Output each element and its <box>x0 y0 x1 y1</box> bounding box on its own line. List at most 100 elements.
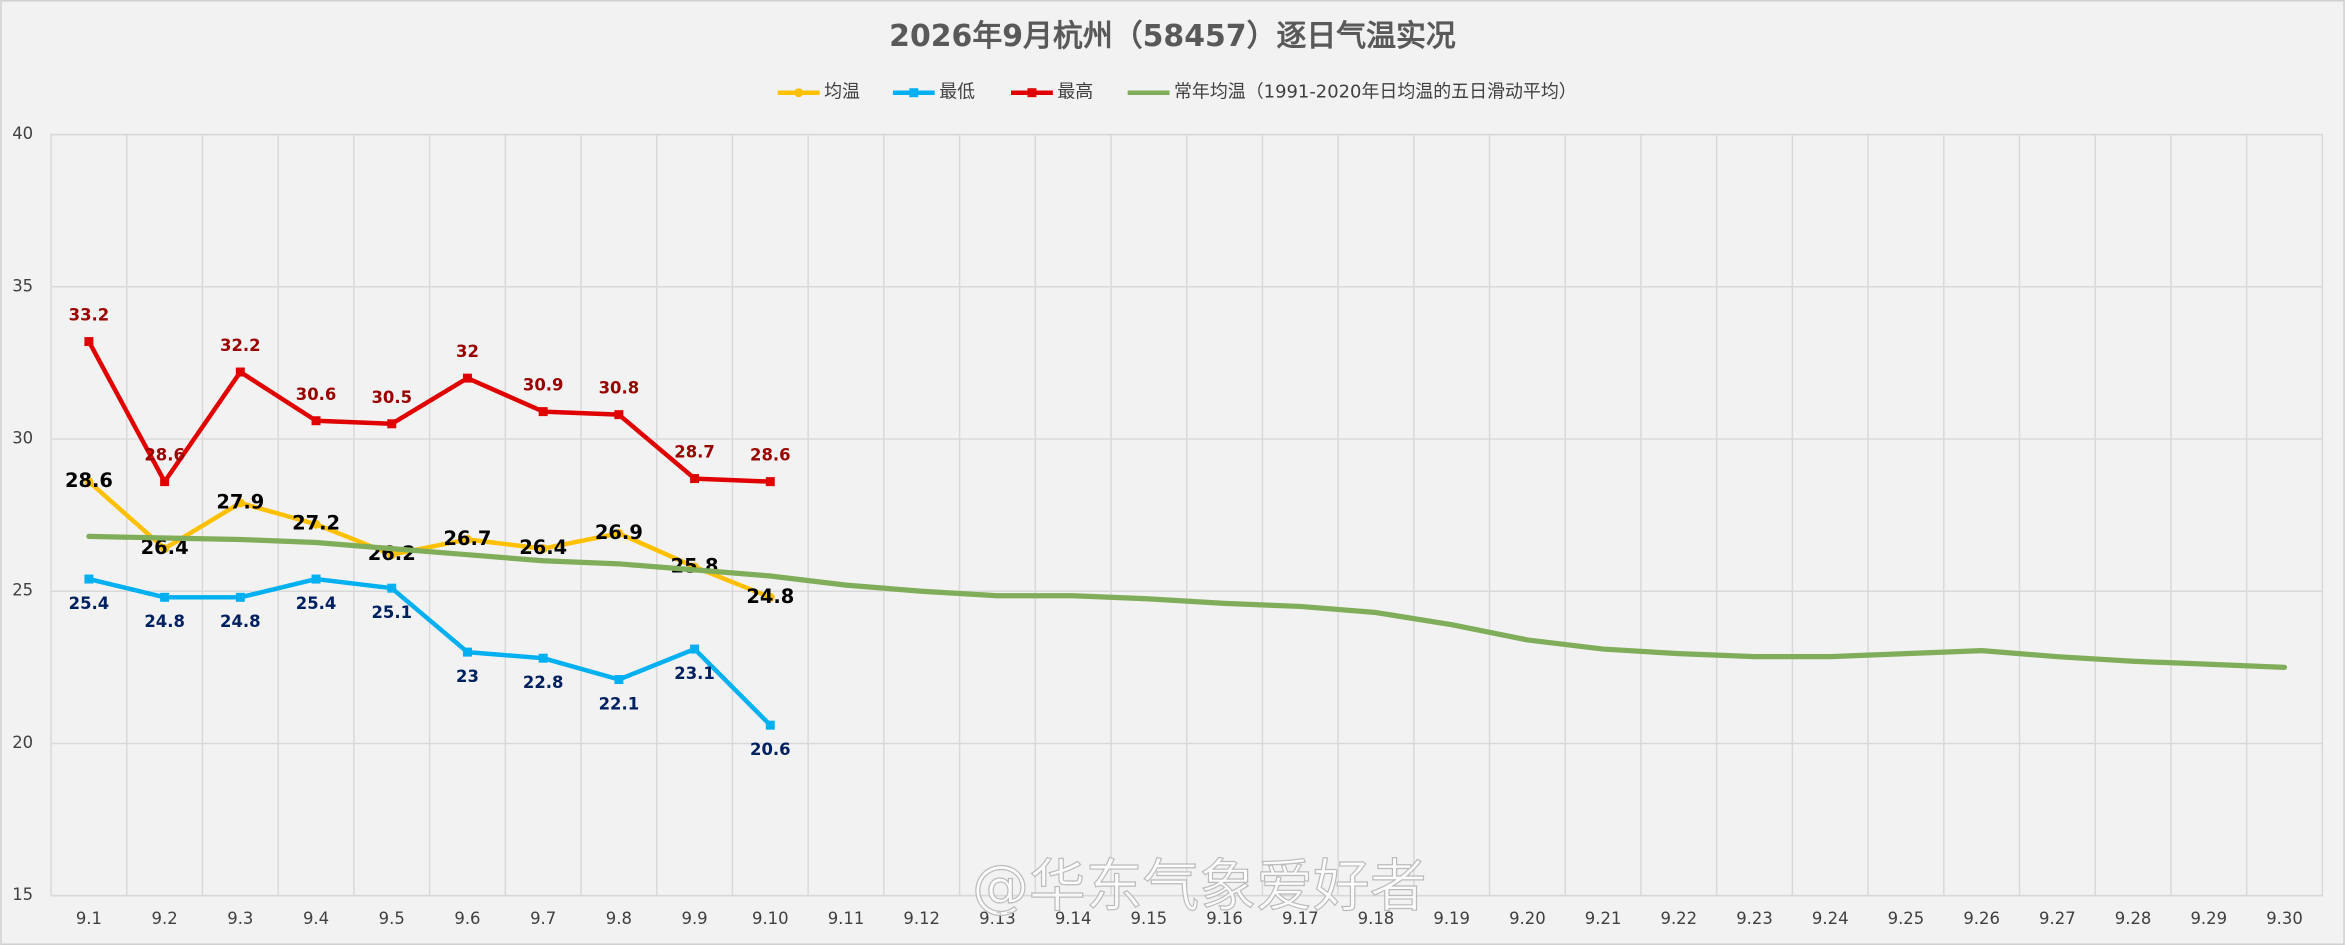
legend-marker <box>909 88 919 98</box>
x-tick-label: 9.26 <box>1963 909 2000 928</box>
data-label: 28.6 <box>65 469 113 492</box>
data-point <box>311 416 321 426</box>
data-point <box>387 419 397 429</box>
data-point <box>84 337 94 347</box>
data-label: 25.8 <box>671 554 719 577</box>
data-point <box>765 720 775 730</box>
data-point <box>765 477 775 487</box>
data-label: 22.8 <box>523 673 564 692</box>
data-point <box>690 474 700 484</box>
data-point <box>387 550 397 560</box>
data-point <box>160 544 170 554</box>
data-point <box>311 574 321 584</box>
data-point <box>614 410 624 420</box>
data-label: 33.2 <box>69 306 110 325</box>
data-label: 20.6 <box>750 740 791 759</box>
x-tick-label: 9.30 <box>2266 909 2303 928</box>
data-point <box>538 653 548 663</box>
x-tick-label: 9.23 <box>1736 909 1773 928</box>
y-tick-label: 30 <box>12 429 33 448</box>
legend-label: 最高 <box>1057 82 1093 103</box>
data-point <box>614 528 624 538</box>
data-label: 24.8 <box>144 612 185 631</box>
x-tick-label: 9.29 <box>2190 909 2227 928</box>
data-point <box>462 534 472 544</box>
data-label: 32 <box>456 342 479 361</box>
data-point <box>765 592 775 602</box>
y-tick-label: 40 <box>12 124 33 143</box>
data-label: 30.6 <box>296 385 337 404</box>
legend-label: 常年均温（1991-2020年日均温的五日滑动平均） <box>1174 82 1577 103</box>
data-label: 28.7 <box>674 443 715 462</box>
data-label: 26.4 <box>141 536 189 559</box>
data-point <box>462 373 472 383</box>
data-label: 26.4 <box>519 536 567 559</box>
series-line <box>86 479 773 600</box>
x-tick-label: 9.4 <box>303 909 329 928</box>
data-point <box>387 583 397 593</box>
data-label: 22.1 <box>599 694 640 713</box>
x-tick-label: 9.12 <box>903 909 940 928</box>
x-tick-label: 9.17 <box>1282 909 1319 928</box>
data-label: 25.4 <box>69 594 110 613</box>
legend-marker <box>794 88 804 98</box>
x-tick-label: 9.6 <box>454 909 480 928</box>
series-line <box>86 339 773 484</box>
legend-label: 均温 <box>824 82 860 103</box>
x-tick-label: 9.16 <box>1206 909 1243 928</box>
data-label: 28.6 <box>750 446 791 465</box>
x-tick-label: 9.27 <box>2039 909 2076 928</box>
series-line <box>86 576 773 728</box>
data-label: 23.1 <box>674 664 715 683</box>
x-tick-label: 9.22 <box>1661 909 1698 928</box>
data-label: 25.4 <box>296 594 337 613</box>
data-label: 27.9 <box>216 490 264 513</box>
data-point <box>84 574 94 584</box>
data-label: 30.9 <box>523 376 564 395</box>
x-tick-label: 9.24 <box>1812 909 1849 928</box>
data-label: 30.8 <box>599 379 640 398</box>
data-point <box>538 544 548 554</box>
data-point <box>538 407 548 417</box>
data-label: 30.5 <box>371 388 412 407</box>
y-tick-label: 25 <box>12 581 33 600</box>
x-tick-label: 9.20 <box>1509 909 1546 928</box>
x-tick-label: 9.13 <box>979 909 1016 928</box>
data-label: 26.9 <box>595 521 643 544</box>
x-tick-label: 9.8 <box>606 909 632 928</box>
x-tick-label: 9.19 <box>1433 909 1470 928</box>
x-tick-label: 9.9 <box>682 909 708 928</box>
x-tick-label: 9.7 <box>530 909 556 928</box>
watermark: @华东气象爱好者 <box>972 853 1426 919</box>
data-point <box>235 498 245 508</box>
series-line <box>86 533 2288 670</box>
x-tick-label: 9.1 <box>76 909 102 928</box>
x-tick-label: 9.3 <box>227 909 253 928</box>
data-label: 27.2 <box>292 512 340 535</box>
data-label: 24.8 <box>220 612 261 631</box>
data-point <box>614 675 624 684</box>
data-label: 26.7 <box>444 527 492 550</box>
data-point <box>462 647 472 657</box>
y-tick-label: 15 <box>12 885 33 904</box>
data-point <box>235 592 245 602</box>
data-point <box>235 367 245 377</box>
y-tick-label: 20 <box>12 733 33 752</box>
data-point <box>311 519 321 529</box>
data-label: 23 <box>456 667 479 686</box>
x-tick-label: 9.28 <box>2115 909 2152 928</box>
data-point <box>160 592 170 602</box>
x-tick-label: 9.15 <box>1131 909 1168 928</box>
data-label: 25.1 <box>371 603 412 622</box>
x-tick-label: 9.25 <box>1888 909 1925 928</box>
x-tick-label: 9.18 <box>1358 909 1395 928</box>
x-tick-label: 9.2 <box>152 909 178 928</box>
x-tick-label: 9.10 <box>752 909 789 928</box>
data-point <box>160 477 170 487</box>
data-label: 32.2 <box>220 336 261 355</box>
x-tick-label: 9.5 <box>379 909 405 928</box>
data-point <box>84 477 94 487</box>
data-point <box>690 644 700 654</box>
data-label: 24.8 <box>746 585 794 608</box>
